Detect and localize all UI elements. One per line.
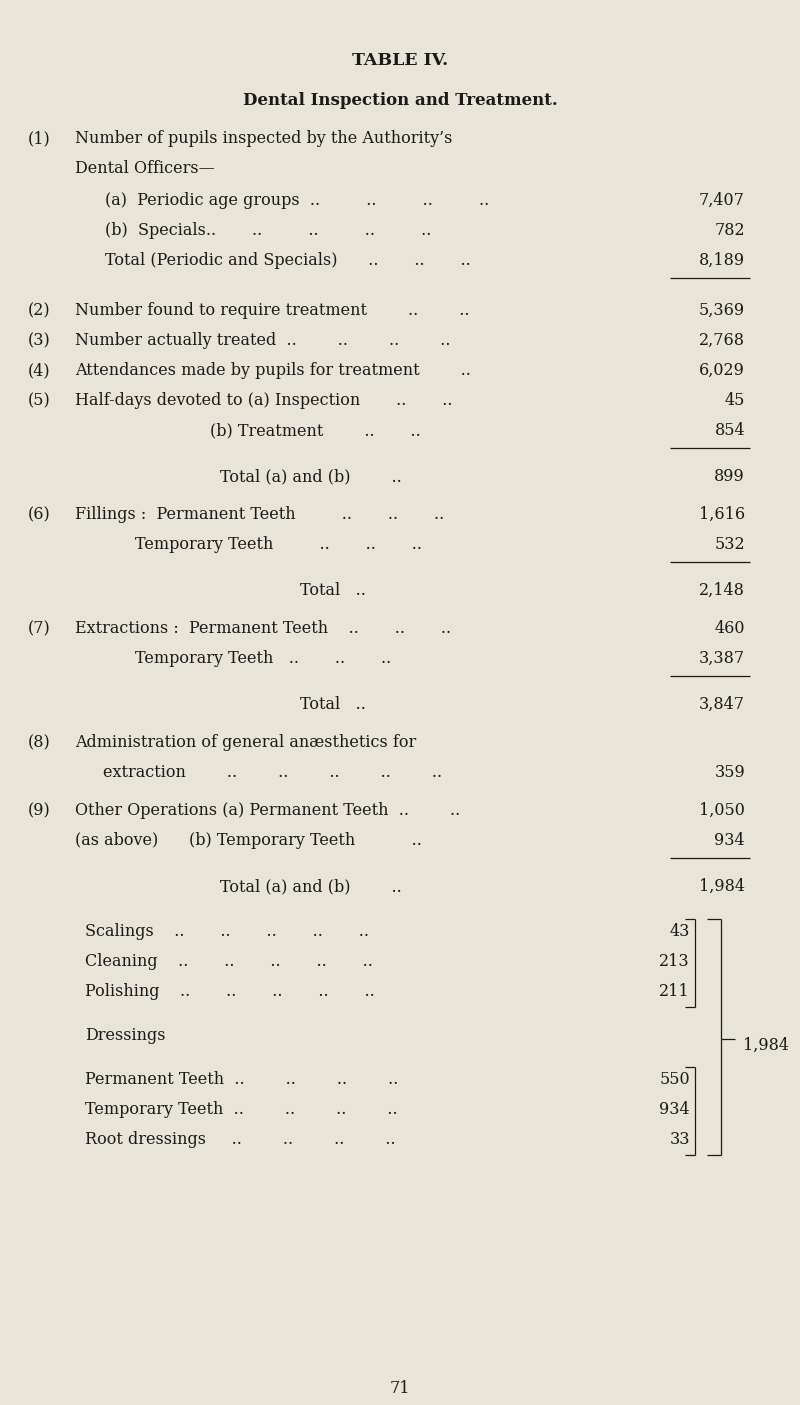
Text: 7,407: 7,407 <box>699 192 745 209</box>
Text: 3,387: 3,387 <box>699 651 745 667</box>
Text: Root dressings     ..        ..        ..        ..: Root dressings .. .. .. .. <box>85 1131 396 1148</box>
Text: Number found to require treatment        ..        ..: Number found to require treatment .. .. <box>75 302 470 319</box>
Text: 45: 45 <box>725 392 745 409</box>
Text: 211: 211 <box>659 983 690 1000</box>
Text: 6,029: 6,029 <box>699 362 745 379</box>
Text: 1,050: 1,050 <box>699 802 745 819</box>
Text: extraction        ..        ..        ..        ..        ..: extraction .. .. .. .. .. <box>103 764 442 781</box>
Text: (as above)      (b) Temporary Teeth           ..: (as above) (b) Temporary Teeth .. <box>75 832 422 849</box>
Text: Temporary Teeth         ..       ..       ..: Temporary Teeth .. .. .. <box>135 535 422 554</box>
Text: Dental Officers—: Dental Officers— <box>75 160 214 177</box>
Text: (a)  Periodic age groups  ..         ..         ..         ..: (a) Periodic age groups .. .. .. .. <box>105 192 490 209</box>
Text: 899: 899 <box>714 468 745 485</box>
Text: Temporary Teeth  ..        ..        ..        ..: Temporary Teeth .. .. .. .. <box>85 1102 398 1118</box>
Text: (4): (4) <box>28 362 50 379</box>
Text: 33: 33 <box>670 1131 690 1148</box>
Text: 1,984: 1,984 <box>699 878 745 895</box>
Text: (6): (6) <box>28 506 50 523</box>
Text: 2,768: 2,768 <box>699 332 745 348</box>
Text: Fillings :  Permanent Teeth         ..       ..       ..: Fillings : Permanent Teeth .. .. .. <box>75 506 444 523</box>
Text: Polishing    ..       ..       ..       ..       ..: Polishing .. .. .. .. .. <box>85 983 374 1000</box>
Text: (b)  Specials..       ..         ..         ..         ..: (b) Specials.. .. .. .. .. <box>105 222 431 239</box>
Text: (8): (8) <box>28 733 50 752</box>
Text: 532: 532 <box>714 535 745 554</box>
Text: Scalings    ..       ..       ..       ..       ..: Scalings .. .. .. .. .. <box>85 923 369 940</box>
Text: Number actually treated  ..        ..        ..        ..: Number actually treated .. .. .. .. <box>75 332 450 348</box>
Text: Administration of general anæsthetics for: Administration of general anæsthetics fo… <box>75 733 416 752</box>
Text: Cleaning    ..       ..       ..       ..       ..: Cleaning .. .. .. .. .. <box>85 953 373 969</box>
Text: 934: 934 <box>659 1102 690 1118</box>
Text: 934: 934 <box>714 832 745 849</box>
Text: (2): (2) <box>28 302 50 319</box>
Text: Number of pupils inspected by the Authority’s: Number of pupils inspected by the Author… <box>75 131 452 148</box>
Text: (5): (5) <box>28 392 50 409</box>
Text: 854: 854 <box>714 422 745 438</box>
Text: Permanent Teeth  ..        ..        ..        ..: Permanent Teeth .. .. .. .. <box>85 1071 398 1087</box>
Text: Total (a) and (b)        ..: Total (a) and (b) .. <box>220 878 402 895</box>
Text: 782: 782 <box>714 222 745 239</box>
Text: Half-days devoted to (a) Inspection       ..       ..: Half-days devoted to (a) Inspection .. .… <box>75 392 453 409</box>
Text: 1,616: 1,616 <box>699 506 745 523</box>
Text: (1): (1) <box>28 131 50 148</box>
Text: 550: 550 <box>659 1071 690 1087</box>
Text: Dressings: Dressings <box>85 1027 166 1044</box>
Text: 1,984: 1,984 <box>743 1037 789 1054</box>
Text: 71: 71 <box>390 1380 410 1397</box>
Text: Total   ..: Total .. <box>300 582 366 599</box>
Text: 5,369: 5,369 <box>699 302 745 319</box>
Text: (9): (9) <box>28 802 50 819</box>
Text: 2,148: 2,148 <box>699 582 745 599</box>
Text: 43: 43 <box>670 923 690 940</box>
Text: 3,847: 3,847 <box>699 695 745 712</box>
Text: 359: 359 <box>714 764 745 781</box>
Text: (3): (3) <box>28 332 50 348</box>
Text: (7): (7) <box>28 620 50 636</box>
Text: Other Operations (a) Permanent Teeth  ..        ..: Other Operations (a) Permanent Teeth .. … <box>75 802 460 819</box>
Text: 8,189: 8,189 <box>699 251 745 268</box>
Text: 213: 213 <box>659 953 690 969</box>
Text: Extractions :  Permanent Teeth    ..       ..       ..: Extractions : Permanent Teeth .. .. .. <box>75 620 451 636</box>
Text: 460: 460 <box>714 620 745 636</box>
Text: Total (Periodic and Specials)      ..       ..       ..: Total (Periodic and Specials) .. .. .. <box>105 251 470 268</box>
Text: Temporary Teeth   ..       ..       ..: Temporary Teeth .. .. .. <box>135 651 391 667</box>
Text: (b) Treatment        ..       ..: (b) Treatment .. .. <box>210 422 421 438</box>
Text: Total   ..: Total .. <box>300 695 366 712</box>
Text: Total (a) and (b)        ..: Total (a) and (b) .. <box>220 468 402 485</box>
Text: Attendances made by pupils for treatment        ..: Attendances made by pupils for treatment… <box>75 362 471 379</box>
Text: TABLE IV.: TABLE IV. <box>352 52 448 69</box>
Text: Dental Inspection and Treatment.: Dental Inspection and Treatment. <box>242 91 558 110</box>
